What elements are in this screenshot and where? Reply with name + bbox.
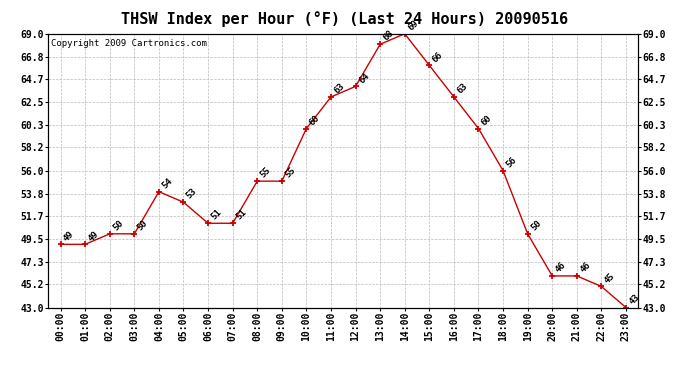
- Text: 51: 51: [234, 208, 248, 222]
- Text: 50: 50: [111, 219, 125, 232]
- Text: 63: 63: [333, 82, 346, 96]
- Text: 66: 66: [431, 50, 444, 64]
- Text: 50: 50: [136, 219, 150, 232]
- Text: 51: 51: [210, 208, 224, 222]
- Text: 63: 63: [455, 82, 469, 96]
- Text: Copyright 2009 Cartronics.com: Copyright 2009 Cartronics.com: [51, 39, 207, 48]
- Text: 49: 49: [62, 229, 76, 243]
- Text: 49: 49: [86, 229, 101, 243]
- Text: 60: 60: [480, 113, 494, 127]
- Text: 54: 54: [160, 176, 175, 190]
- Text: 55: 55: [259, 166, 273, 180]
- Text: 46: 46: [578, 261, 592, 274]
- Text: 45: 45: [603, 271, 617, 285]
- Text: 53: 53: [185, 187, 199, 201]
- Text: 46: 46: [553, 261, 568, 274]
- Text: 56: 56: [504, 155, 518, 169]
- Text: 50: 50: [529, 219, 543, 232]
- Text: 68: 68: [382, 29, 395, 43]
- Text: THSW Index per Hour (°F) (Last 24 Hours) 20090516: THSW Index per Hour (°F) (Last 24 Hours)…: [121, 11, 569, 27]
- Text: 64: 64: [357, 71, 371, 85]
- Text: 43: 43: [627, 292, 641, 306]
- Text: 69: 69: [406, 18, 420, 32]
- Text: 55: 55: [283, 166, 297, 180]
- Text: 60: 60: [308, 113, 322, 127]
